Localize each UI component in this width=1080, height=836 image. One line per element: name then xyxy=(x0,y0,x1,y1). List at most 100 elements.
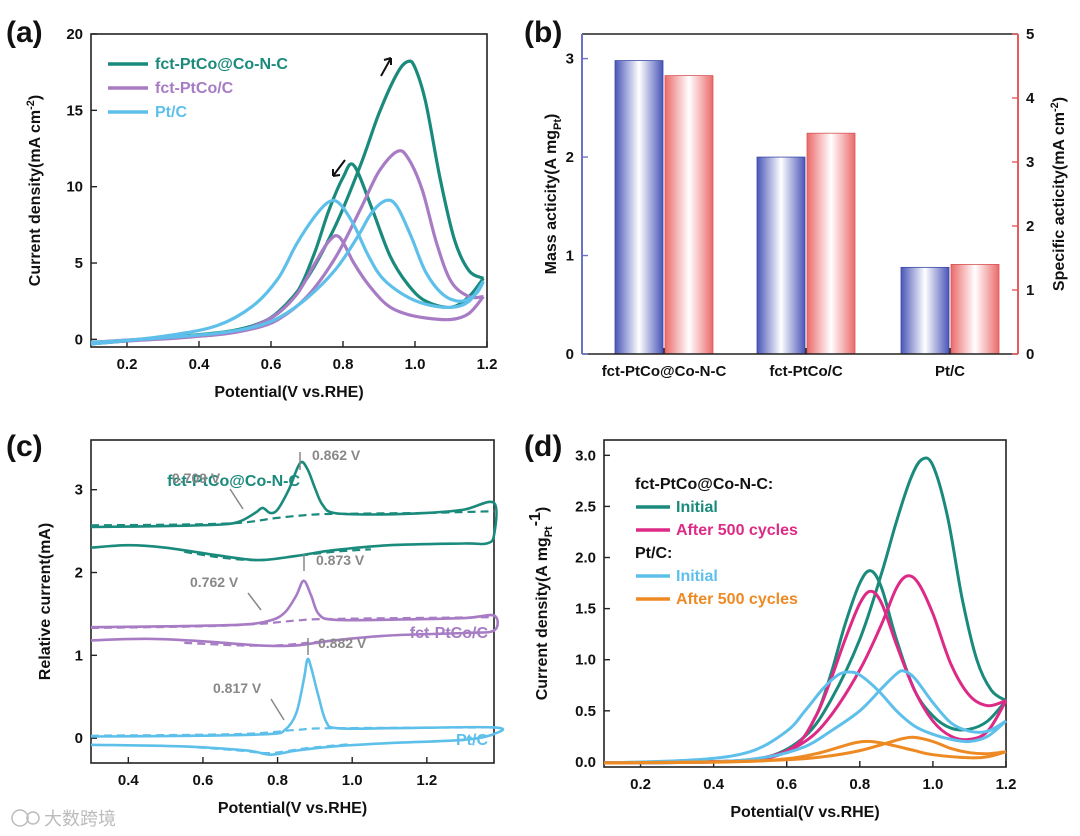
d-legend-group-title: fct-PtCo@Co-N-C: xyxy=(635,476,773,493)
b-bar-mass xyxy=(900,266,950,355)
panel-a-chart: 0.2 0.4 0.6 0.8 1.0 1.2 Potential(V vs.RHE) 0 5 1… xyxy=(25,26,497,401)
b-bar-specific xyxy=(664,75,714,355)
a-series-backward-purple xyxy=(90,234,485,346)
b-right-y-axis-label: Specific acticity(mA cm-2) xyxy=(1049,97,1068,291)
a-y-tick-label: 15 xyxy=(66,102,83,119)
a-arrow-down-icon xyxy=(332,159,346,177)
b-y2-tick-label: 4 xyxy=(1026,90,1035,107)
d-y-tick-label: 2.5 xyxy=(575,498,596,515)
c-series-label: fct-PtCo/C xyxy=(410,625,489,642)
b-x-tick-label: Pt/C xyxy=(935,363,965,380)
c-y-tick-label: 2 xyxy=(75,565,83,582)
panel-d-chart: 0.2 0.4 0.6 0.8 1.0 1.2 Potential(V vs.RHE) 0.0… xyxy=(527,439,1016,821)
a-x-tick-label: 0.4 xyxy=(189,356,211,373)
c-annotation-peak: 0.862 V xyxy=(312,447,361,463)
a-series-forward-lightblue xyxy=(90,198,485,344)
c-baseline-dashed-teal xyxy=(90,510,495,527)
b-left-y-axis-label: Mass acticity(A mgPt) xyxy=(543,114,564,275)
a-x-tick-label: 0.6 xyxy=(261,356,282,373)
c-annotation-arrow-icon xyxy=(270,698,285,721)
a-y-tick-label: 0 xyxy=(75,331,83,348)
panel-label-b: (b) xyxy=(524,16,562,49)
d-legend-label: Initial xyxy=(676,568,718,585)
c-x-tick-label: 1.2 xyxy=(416,772,437,789)
c-baseline-dashed-lightblue xyxy=(90,726,495,737)
c-x-tick-label: 1.0 xyxy=(342,772,363,789)
d-x-tick-label: 1.0 xyxy=(922,776,943,793)
b-bar-specific xyxy=(806,132,856,355)
b-y-tick-label: 2 xyxy=(566,149,574,166)
a-x-tick-label: 0.2 xyxy=(117,356,138,373)
d-y-tick-label: 0.0 xyxy=(575,754,596,771)
b-y-tick-label: 1 xyxy=(566,248,574,265)
a-series-backward-lightblue xyxy=(90,198,485,346)
d-legend-label: Initial xyxy=(676,499,718,516)
c-annotation-arrow-icon xyxy=(247,592,262,611)
d-y-tick-label: 1.5 xyxy=(575,601,596,618)
b-y2-tick-label: 1 xyxy=(1026,282,1034,299)
d-x-tick-label: 0.2 xyxy=(630,776,651,793)
d-y-tick-label: 2.0 xyxy=(575,550,596,567)
a-x-axis-label: Potential(V vs.RHE) xyxy=(214,384,363,401)
a-x-tick-label: 0.8 xyxy=(333,356,354,373)
c-baseline2-dashed-teal xyxy=(184,548,371,562)
b-y2-tick-label: 3 xyxy=(1026,154,1034,171)
c-x-tick-label: 0.8 xyxy=(267,772,288,789)
b-y2-tick-label: 5 xyxy=(1026,26,1034,43)
c-annotation-onset: 0.817 V xyxy=(213,680,262,696)
watermark-text: 大数跨境 xyxy=(44,809,116,830)
d-y-tick-label: 0.5 xyxy=(575,703,596,720)
c-series-lightblue xyxy=(90,657,505,757)
a-y-tick-label: 10 xyxy=(66,179,83,196)
c-annotation-arrow-icon xyxy=(229,488,244,510)
a-x-tick-label: 1.0 xyxy=(405,356,426,373)
d-x-tick-label: 0.8 xyxy=(849,776,870,793)
d-legend-group-title: Pt/C: xyxy=(635,545,672,562)
b-y-tick-label: 0 xyxy=(566,346,574,363)
panel-label-d: (d) xyxy=(524,430,562,463)
d-legend-label: After 500 cycles xyxy=(676,522,798,539)
d-y-tick-label: 1.0 xyxy=(575,652,596,669)
c-x-tick-label: 0.4 xyxy=(118,772,140,789)
a-x-tick-label: 1.2 xyxy=(477,356,498,373)
c-y-tick-label: 3 xyxy=(75,482,83,499)
a-arrow-up-icon xyxy=(380,57,392,77)
a-y-tick-label: 20 xyxy=(66,26,83,43)
a-legend-label: Pt/C xyxy=(155,104,187,121)
c-series-label: fct-PtCo@Co-N-C xyxy=(167,473,300,490)
c-annotation-onset: 0.762 V xyxy=(190,574,239,590)
b-y-tick-label: 3 xyxy=(566,51,574,68)
c-y-axis-label: Relative current(mA) xyxy=(37,523,54,680)
a-legend-label: fct-PtCo/C xyxy=(155,80,234,97)
panel-label-a: (a) xyxy=(6,16,43,49)
d-series-backward-lightblue xyxy=(603,670,1007,765)
watermark-logo-icon xyxy=(11,809,40,827)
b-bar-mass xyxy=(756,156,806,355)
c-y-tick-label: 0 xyxy=(75,730,83,747)
b-y2-tick-label: 2 xyxy=(1026,218,1034,235)
d-legend-label: After 500 cycles xyxy=(676,591,798,608)
panel-b-chart: fct-PtCo@Co-N-C fct-PtCo/C Pt/C 0 1 2 3 0 1 2 3 4 5 M… xyxy=(543,26,1068,380)
c-annotation-peak: 0.882 V xyxy=(318,635,367,651)
d-y-axis-label: Current density(A mgPt-1) xyxy=(527,507,555,701)
b-bar-specific xyxy=(950,263,1000,355)
c-y-tick-label: 1 xyxy=(75,647,83,664)
d-x-axis-label: Potential(V vs.RHE) xyxy=(730,804,879,821)
c-annotation-peak: 0.873 V xyxy=(316,552,365,568)
b-x-tick-label: fct-PtCo/C xyxy=(769,363,842,380)
c-baseline-dashed-purple xyxy=(90,616,495,630)
c-x-tick-label: 0.6 xyxy=(193,772,214,789)
c-baseline2-dashed-purple xyxy=(184,637,353,647)
c-x-axis-label: Potential(V vs.RHE) xyxy=(218,800,367,817)
a-legend-label: fct-PtCo@Co-N-C xyxy=(155,56,288,73)
b-x-tick-label: fct-PtCo@Co-N-C xyxy=(602,363,727,380)
c-series-label: Pt/C xyxy=(456,732,488,749)
d-x-tick-label: 0.6 xyxy=(776,776,797,793)
d-axes-frame xyxy=(603,439,1007,768)
d-series-forward-lightblue xyxy=(603,669,1007,765)
panel-c-chart: 0.4 0.6 0.8 1.0 1.2 Potential(V vs.RHE) 0 1 2 3 Re… xyxy=(37,439,505,817)
c-annotation-onset: 0.709 V xyxy=(172,470,221,486)
d-y-tick-label: 3.0 xyxy=(575,447,596,464)
d-series-backward-orange xyxy=(603,739,1007,765)
panel-label-c: (c) xyxy=(6,430,43,463)
